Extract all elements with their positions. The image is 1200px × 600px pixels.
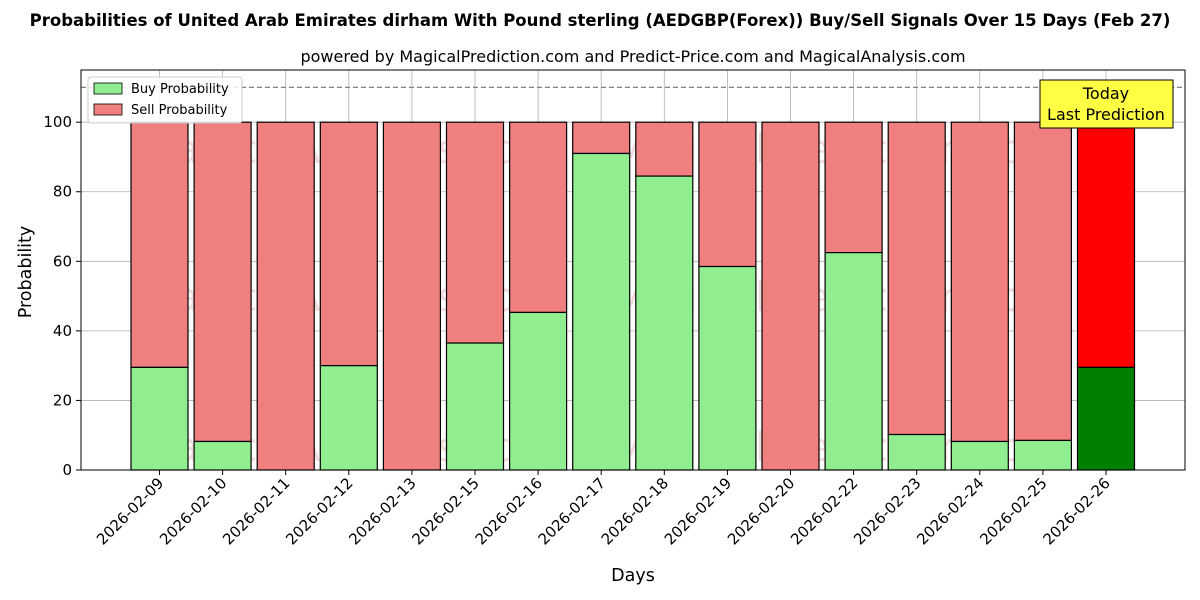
x-tick-label: 2026-02-23	[850, 474, 924, 548]
y-tick-label: 60	[53, 252, 72, 270]
x-tick-label: 2026-02-09	[93, 474, 167, 548]
sell-bar	[445, 121, 505, 344]
x-tick-label: 2026-02-18	[598, 474, 672, 548]
buy-bar	[572, 152, 631, 471]
x-axis-label: Days	[611, 566, 655, 586]
buy-bar	[1076, 366, 1136, 471]
buy-bar	[887, 433, 946, 471]
x-tick-label: 2026-02-16	[472, 474, 546, 548]
today-annotation: Today Last Prediction	[1039, 79, 1174, 129]
sell-bar	[887, 121, 946, 436]
x-tick-label: 2026-02-17	[535, 474, 609, 548]
chart-subtitle: powered by MagicalPrediction.com and Pre…	[300, 47, 965, 66]
y-axis-label: Probability	[16, 226, 36, 319]
buy-bar	[1013, 439, 1073, 471]
x-tick-label: 2026-02-25	[976, 474, 1050, 548]
x-tick-label: 2026-02-20	[724, 474, 798, 548]
buy-bar	[193, 440, 252, 471]
sell-bar	[950, 121, 1009, 443]
x-tick-label: 2026-02-22	[787, 474, 861, 548]
legend-label-buy: Buy Probability	[131, 82, 229, 97]
sell-bar	[761, 121, 820, 471]
buy-bar	[698, 265, 757, 471]
buy-bar	[635, 175, 694, 471]
legend-swatch-buy	[93, 82, 123, 95]
x-tick-label: 2026-02-19	[661, 474, 735, 548]
sell-bar	[698, 121, 757, 268]
y-tick-label: 100	[43, 113, 72, 131]
x-tick-label: 2026-02-13	[345, 474, 419, 548]
sell-bar	[1013, 121, 1073, 442]
chart-title: Probabilities of United Arab Emirates di…	[30, 11, 1171, 30]
sell-bar	[635, 121, 694, 177]
sell-bar	[509, 121, 568, 314]
y-tick-label: 20	[53, 391, 72, 409]
x-tick-label: 2026-02-26	[1039, 474, 1113, 548]
x-tick-label: 2026-02-24	[913, 474, 987, 548]
buy-bar	[445, 342, 505, 471]
sell-bar	[382, 121, 441, 471]
x-tick-label: 2026-02-12	[282, 474, 356, 548]
sell-bar	[193, 121, 252, 443]
sell-bar	[572, 121, 631, 155]
y-tick-label: 0	[62, 461, 72, 479]
today-annotation-line2: Last Prediction	[1047, 105, 1165, 124]
bars-layer	[81, 86, 1185, 471]
y-tick-label: 80	[53, 183, 72, 201]
buy-bar	[509, 311, 568, 471]
plot-frame	[80, 69, 1186, 471]
today-annotation-line1: Today	[1082, 84, 1129, 103]
sell-bar	[824, 121, 883, 254]
y-tick-label: 40	[53, 322, 72, 340]
buy-bar	[319, 365, 378, 471]
buy-bar	[824, 252, 883, 471]
sell-bar	[319, 121, 378, 367]
legend-swatch-sell	[93, 103, 123, 116]
today-annotation-box	[1039, 79, 1174, 129]
buy-bar	[950, 440, 1009, 471]
x-tick-label: 2026-02-10	[156, 474, 230, 548]
legend-label-sell: Sell Probability	[131, 103, 228, 118]
x-tick-label: 2026-02-11	[219, 474, 293, 548]
legend-box	[87, 76, 243, 124]
sell-bar	[130, 121, 189, 368]
legend: Buy Probability Sell Probability	[87, 76, 243, 124]
x-tick-label: 2026-02-15	[408, 474, 482, 548]
sell-bar	[1076, 121, 1136, 368]
buy-bar	[130, 366, 189, 471]
sell-bar	[256, 121, 315, 471]
